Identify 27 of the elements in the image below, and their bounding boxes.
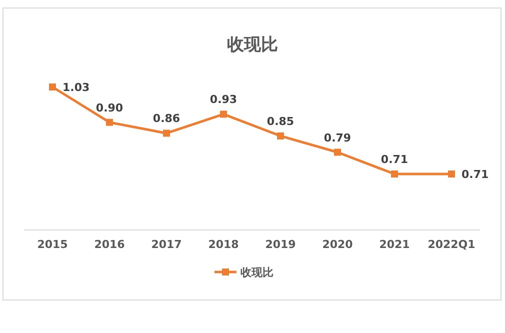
x-tick-label: 2021 <box>379 238 410 251</box>
x-tick-label: 2017 <box>151 238 182 251</box>
chart-title: 收现比 <box>227 35 278 55</box>
data-label: 0.90 <box>96 101 124 114</box>
point <box>106 118 113 126</box>
point <box>391 170 398 178</box>
data-label: 0.71 <box>462 168 489 181</box>
point <box>49 84 56 90</box>
x-tick-label: 2022Q1 <box>428 238 476 251</box>
data-label: 1.03 <box>62 81 90 94</box>
x-tick-label: 2016 <box>94 238 126 251</box>
legend: 收现比 <box>214 266 274 279</box>
x-tick-label: 2018 <box>208 238 239 251</box>
point <box>277 132 284 140</box>
point <box>163 130 170 137</box>
point <box>334 148 341 156</box>
point <box>448 170 455 178</box>
data-label: 0.79 <box>324 131 352 144</box>
x-tick-label: 2020 <box>322 238 354 251</box>
data-label: 0.71 <box>380 153 408 166</box>
x-tick-label: 2015 <box>37 238 68 251</box>
point <box>220 110 227 118</box>
data-label: 0.93 <box>210 93 238 106</box>
data-label: 0.86 <box>152 112 180 126</box>
legend-label: 收现比 <box>240 266 274 279</box>
x-tick-label: 2019 <box>265 238 296 251</box>
data-label: 0.85 <box>266 114 294 128</box>
